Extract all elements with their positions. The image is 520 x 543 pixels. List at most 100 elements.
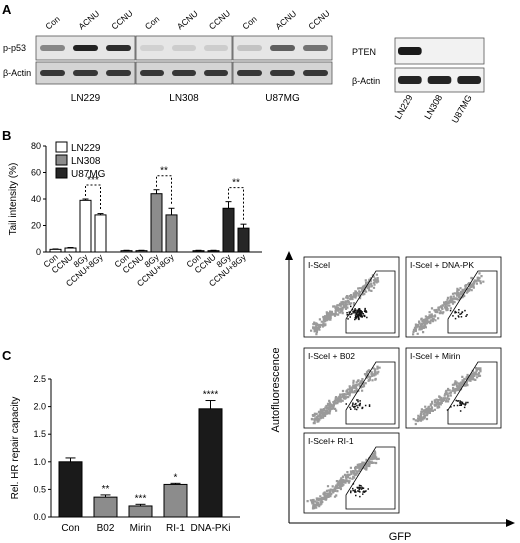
flow-population-gfp (345, 399, 371, 411)
flow-population-gfp (350, 483, 369, 498)
flow-plot: I-SceI + B02 (303, 347, 400, 429)
y-tick-label: 0 (36, 247, 41, 257)
y-tick-label: 80 (31, 141, 41, 151)
flow-plot-title: I-SceI + DNA-PK (410, 260, 474, 270)
pten-band (457, 76, 481, 84)
bar (49, 248, 62, 253)
panel-a: Ap-p53 β-Actin Con ACNU CCNU LN229 Con ACNU CCNU… (2, 2, 485, 125)
panel-label-b: B (2, 128, 11, 143)
blot-lane-label: ACNU (273, 8, 298, 31)
flow-plot: I-SceI+ RI-1 (303, 432, 400, 514)
blot-lane-label: Con (43, 14, 62, 32)
bar (135, 250, 148, 253)
blot-band (106, 70, 131, 76)
panel-label-a: A (2, 2, 12, 17)
flow-plot-title: I-SceI (308, 260, 330, 270)
blot-band (40, 70, 65, 76)
flow-population-gfp (446, 399, 469, 412)
y-axis-title: Rel. HR repair capacity (10, 397, 21, 500)
bar (163, 483, 188, 518)
bar (128, 505, 153, 518)
bar (237, 227, 250, 253)
blot-band (270, 70, 295, 76)
bar (198, 408, 223, 518)
blot-row-label: p-p53 (3, 43, 26, 53)
panel-c: C 0.0 0.5 1.0 1.5 2.0 2.5 Rel. HR repair capaci… (2, 348, 240, 534)
flow-gate (345, 270, 396, 334)
blot-band (204, 70, 228, 76)
blot-band (172, 45, 196, 51)
blot-band (172, 70, 196, 76)
flow-population-gray (310, 273, 380, 336)
blot-band (303, 45, 328, 51)
flow-plot: I-SceI + DNA-PK (405, 256, 502, 338)
flow-gate (447, 270, 498, 334)
pten-row-label: PTEN (352, 47, 376, 57)
flow-population-gfp (449, 309, 468, 320)
x-tick-label: Con (61, 523, 79, 534)
blot-lane-label: Con (240, 14, 259, 32)
bar (93, 496, 118, 518)
flow-y-title: Autofluorescence (270, 348, 282, 433)
x-tick-label: DNA-PKi (190, 523, 230, 534)
flow-plot: I-SceI + Mirin (405, 347, 502, 429)
flow-gate (345, 361, 396, 425)
legend-label: U87MG (71, 169, 106, 180)
significance-label: **** (203, 390, 219, 401)
pten-lane-label: LN308 (422, 93, 444, 121)
flow-population-gray (412, 367, 482, 426)
y-axis-title: Tail intensity (%) (8, 163, 19, 236)
y-tick-label: 0.0 (33, 512, 46, 522)
blot-band (237, 70, 262, 76)
blot-band (237, 45, 262, 51)
blot-band (270, 45, 295, 51)
y-tick-label: 1.5 (33, 429, 46, 439)
significance-label: * (174, 472, 178, 483)
significance-bracket (228, 187, 244, 222)
x-tick-label: RI-1 (166, 523, 185, 534)
flow-gate (447, 361, 498, 425)
blot-band (40, 45, 65, 51)
pten-lane-label: LN229 (393, 93, 415, 121)
pten-band (398, 47, 422, 55)
flow-plot: I-SceI (303, 256, 400, 338)
blot-band (303, 70, 328, 76)
legend-swatch (55, 141, 68, 153)
blot-row-label: β-Actin (3, 68, 31, 78)
blot-cell-line-label: LN229 (71, 93, 101, 104)
blot-band (204, 45, 228, 51)
flow-x-arrow (506, 519, 515, 527)
x-tick-label: Mirin (130, 523, 152, 534)
blot-cell-line-label: LN308 (169, 93, 199, 104)
blot-band (73, 45, 98, 51)
significance-bracket (156, 175, 172, 206)
blot-lane-label: CCNU (207, 8, 232, 31)
pten-row-label: β-Actin (352, 76, 380, 86)
blot-lane-label: CCNU (306, 8, 331, 31)
significance-label: ** (232, 178, 240, 189)
pten-lane-label: U87MG (450, 93, 474, 125)
flow-plot-title: I-SceI+ RI-1 (308, 436, 354, 446)
blot-lane-label: CCNU (109, 8, 134, 31)
y-tick-label: 2.0 (33, 402, 46, 412)
blot-lane-label: Con (143, 14, 162, 32)
legend-swatch (55, 154, 68, 166)
y-tick-label: 0.5 (33, 484, 46, 494)
panel-flow: Autofluorescence GFP I-SceI I-SceI + DNA-PK… (270, 251, 515, 543)
significance-label: *** (135, 493, 147, 504)
pten-band (427, 76, 452, 84)
bar (207, 250, 220, 253)
bar (58, 461, 83, 518)
bar (165, 214, 178, 253)
y-tick-label: 60 (31, 168, 41, 178)
significance-label: ** (160, 166, 168, 177)
y-tick-label: 20 (31, 221, 41, 231)
pten-band (398, 76, 422, 84)
legend-label: LN308 (71, 156, 101, 167)
legend-swatch (55, 167, 68, 179)
y-tick-label: 2.5 (33, 374, 46, 384)
flow-plot-title: I-SceI + B02 (308, 351, 355, 361)
blot-cell-line-label: U87MG (265, 93, 300, 104)
